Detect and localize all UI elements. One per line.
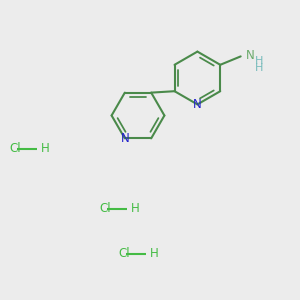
Text: Cl: Cl [118, 247, 130, 260]
Text: H: H [40, 142, 49, 155]
Text: Cl: Cl [9, 142, 21, 155]
Text: H: H [255, 63, 263, 73]
Text: N: N [193, 98, 202, 111]
Text: H: H [130, 202, 139, 215]
Text: N: N [246, 49, 255, 62]
Text: Cl: Cl [99, 202, 111, 215]
Text: H: H [255, 56, 263, 66]
Text: H: H [150, 247, 159, 260]
Text: N: N [120, 132, 129, 145]
